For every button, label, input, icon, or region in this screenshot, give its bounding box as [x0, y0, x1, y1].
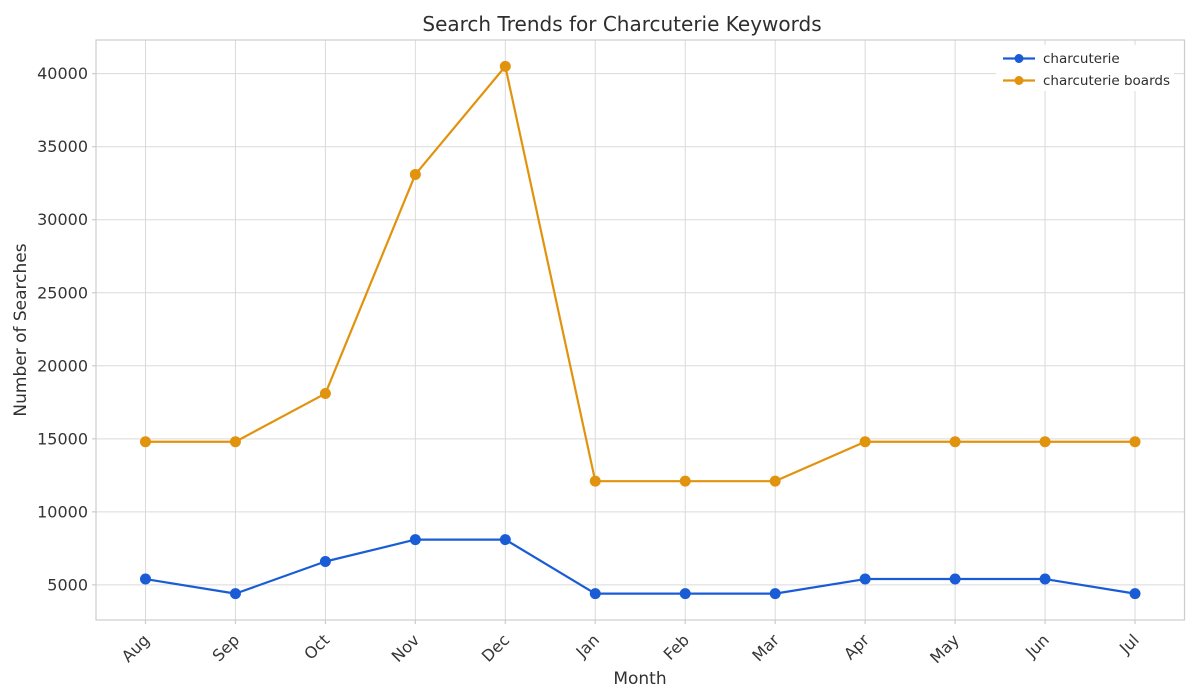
- y-tick-label-10000: 10000: [37, 502, 88, 521]
- x-tick-label-Oct: Oct: [300, 630, 333, 663]
- x-tick-label-Nov: Nov: [388, 630, 424, 666]
- x-tick-label-Feb: Feb: [660, 630, 693, 663]
- x-tick-label-Sep: Sep: [209, 630, 244, 665]
- point-charcuterie-Jan: [589, 588, 601, 600]
- point-charcuterie-Mar: [769, 588, 781, 600]
- point-charcuterie-boards-May: [949, 436, 961, 448]
- legend-marker-charcuterie: [1014, 54, 1024, 63]
- x-tick-label-Jan: Jan: [572, 630, 604, 662]
- point-charcuterie-boards-Apr: [859, 436, 871, 448]
- axes-layer: 5000 10000 15000 20000 25000 30000 35000 40000 A…: [37, 39, 1186, 667]
- legend-label-charcuterie: charcuterie: [1043, 51, 1120, 67]
- series-line-charcuterie: [145, 538, 1136, 595]
- series-layer: [139, 60, 1141, 600]
- point-charcuterie-Dec: [499, 534, 511, 546]
- point-charcuterie-boards-Nov: [409, 168, 421, 180]
- legend-label-charcuterie-boards: charcuterie boards: [1043, 73, 1170, 89]
- x-tick-label-May: May: [926, 630, 963, 667]
- grid-layer: [96, 40, 1185, 620]
- y-tick-label-15000: 15000: [37, 429, 88, 448]
- y-tick-label-30000: 30000: [37, 210, 88, 229]
- y-tick-label-20000: 20000: [37, 356, 88, 375]
- point-charcuterie-boards-Dec: [499, 60, 511, 72]
- x-axis-label: Month: [613, 669, 666, 689]
- y-tick-label-25000: 25000: [37, 283, 88, 302]
- point-charcuterie-Aug: [139, 573, 151, 585]
- y-axis-label: Number of Searches: [11, 243, 31, 416]
- chart-title: Search Trends for Charcuterie Keywords: [422, 12, 821, 36]
- point-charcuterie-boards-Jul: [1129, 436, 1141, 448]
- point-charcuterie-boards-Feb: [679, 475, 691, 487]
- point-charcuterie-Nov: [409, 534, 421, 546]
- point-charcuterie-boards-Aug: [139, 436, 151, 448]
- point-charcuterie-Jul: [1129, 588, 1141, 600]
- point-charcuterie-Apr: [859, 573, 871, 585]
- point-charcuterie-Oct: [319, 556, 331, 568]
- legend: charcuterie charcuterie boards: [996, 45, 1174, 91]
- y-tick-label-35000: 35000: [37, 137, 88, 156]
- x-tick-label-Aug: Aug: [118, 630, 154, 666]
- x-tick-label-Dec: Dec: [478, 630, 513, 665]
- legend-box: [996, 45, 1174, 91]
- point-charcuterie-Jun: [1039, 573, 1051, 585]
- plot-border: [95, 39, 1186, 621]
- point-charcuterie-boards-Jun: [1039, 436, 1051, 448]
- point-charcuterie-Feb: [679, 588, 691, 600]
- point-charcuterie-Sep: [229, 588, 241, 600]
- point-charcuterie-boards-Mar: [769, 475, 781, 487]
- x-tick-label-Mar: Mar: [748, 630, 783, 665]
- point-charcuterie-boards-Jan: [589, 475, 601, 487]
- y-tick-label-5000: 5000: [47, 575, 88, 594]
- series-line-charcuterie-boards: [145, 65, 1136, 483]
- point-charcuterie-boards-Oct: [319, 388, 331, 400]
- x-tick-label-Apr: Apr: [840, 630, 873, 663]
- x-tick-label-Jul: Jul: [1115, 630, 1143, 658]
- legend-marker-charcuterie-boards: [1014, 76, 1024, 85]
- point-charcuterie-boards-Sep: [229, 436, 241, 448]
- point-charcuterie-May: [949, 573, 961, 585]
- x-tick-label-Jun: Jun: [1021, 630, 1053, 662]
- y-tick-label-40000: 40000: [37, 64, 88, 83]
